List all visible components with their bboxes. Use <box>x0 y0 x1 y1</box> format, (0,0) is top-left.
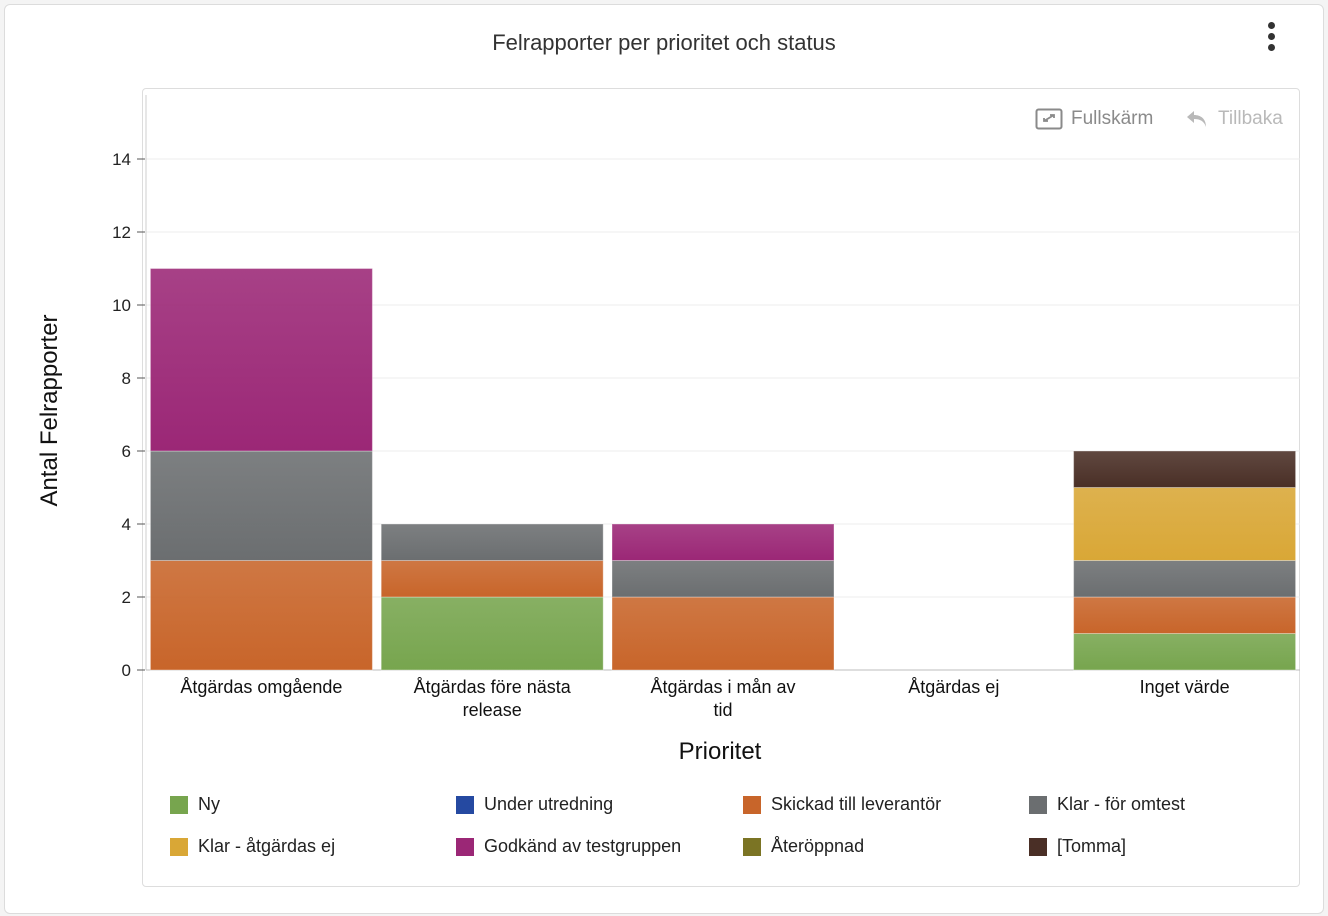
bar-segment <box>1073 487 1297 561</box>
legend-swatch <box>456 795 474 814</box>
legend-label: Under utredning <box>484 794 614 814</box>
legend-label: Godkänd av testgruppen <box>484 836 682 856</box>
legend-swatch <box>743 795 761 814</box>
fullscreen-button[interactable]: Fullskärm <box>1035 106 1153 132</box>
back-label: Tillbaka <box>1218 108 1283 129</box>
y-tick-label: 0 <box>122 661 131 680</box>
legend-swatch <box>743 837 761 856</box>
bar-segment <box>380 560 604 598</box>
legend-swatch <box>456 837 474 856</box>
bar-segment <box>149 268 373 452</box>
y-tick-label: 10 <box>112 296 131 315</box>
bar-segment <box>149 450 373 561</box>
legend-item[interactable]: Godkänd av testgruppen <box>456 836 681 857</box>
bar-segment <box>380 523 604 561</box>
legend-item[interactable]: Ny <box>170 794 220 815</box>
legend-item[interactable]: [Tomma] <box>1029 836 1126 857</box>
x-axis-title: Prioritet <box>679 738 762 765</box>
legend-swatch <box>1029 795 1047 814</box>
legend-label: Återöppnad <box>771 836 865 856</box>
x-tick-label: tid <box>713 700 732 720</box>
bar-segment <box>1073 560 1297 598</box>
expand-icon <box>1035 108 1063 130</box>
x-tick-label: Åtgärdas före nästa <box>414 677 572 697</box>
legend-label: [Tomma] <box>1057 836 1127 856</box>
bar-segment <box>611 560 835 598</box>
legend-item[interactable]: Återöppnad <box>743 836 864 857</box>
legend-item[interactable]: Klar - för omtest <box>1029 794 1185 815</box>
y-tick-label: 14 <box>112 150 131 169</box>
legend-label: Klar - för omtest <box>1057 794 1186 814</box>
legend-item[interactable]: Under utredning <box>456 794 613 815</box>
fullscreen-label: Fullskärm <box>1071 108 1154 129</box>
y-tick-label: 8 <box>122 369 131 388</box>
bar-segment <box>380 596 604 671</box>
bar-segment <box>1073 596 1297 634</box>
undo-arrow-icon <box>1187 111 1206 127</box>
chart-title: Felrapporter per prioritet och status <box>492 30 836 55</box>
bar-segment <box>1073 633 1297 671</box>
legend-item[interactable]: Klar - åtgärdas ej <box>170 836 335 857</box>
x-tick-label: Åtgärdas i mån av <box>650 677 795 697</box>
y-tick-label: 2 <box>122 588 131 607</box>
bar-segment <box>611 596 835 671</box>
bar-segment <box>611 523 835 561</box>
x-tick-label: Åtgärdas ej <box>908 677 999 697</box>
legend-swatch <box>170 837 188 856</box>
back-button[interactable]: Tillbaka <box>1184 106 1283 132</box>
x-tick-label: Åtgärdas omgående <box>180 677 342 697</box>
kebab-menu-icon[interactable] <box>1262 20 1282 54</box>
legend-label: Klar - åtgärdas ej <box>198 836 336 856</box>
y-tick-label: 6 <box>122 442 131 461</box>
y-tick-label: 4 <box>122 515 131 534</box>
legend-swatch <box>170 795 188 814</box>
bar-segment <box>1073 450 1297 488</box>
legend-item[interactable]: Skickad till leverantör <box>743 794 941 815</box>
y-tick-label: 12 <box>112 223 131 242</box>
legend-label: Ny <box>198 794 220 814</box>
bar-segment <box>149 560 373 671</box>
y-axis-title: Antal Felrapporter <box>36 314 63 506</box>
legend-label: Skickad till leverantör <box>771 794 942 814</box>
x-tick-label: release <box>463 700 522 720</box>
legend-swatch <box>1029 837 1047 856</box>
x-tick-label: Inget värde <box>1140 677 1230 697</box>
